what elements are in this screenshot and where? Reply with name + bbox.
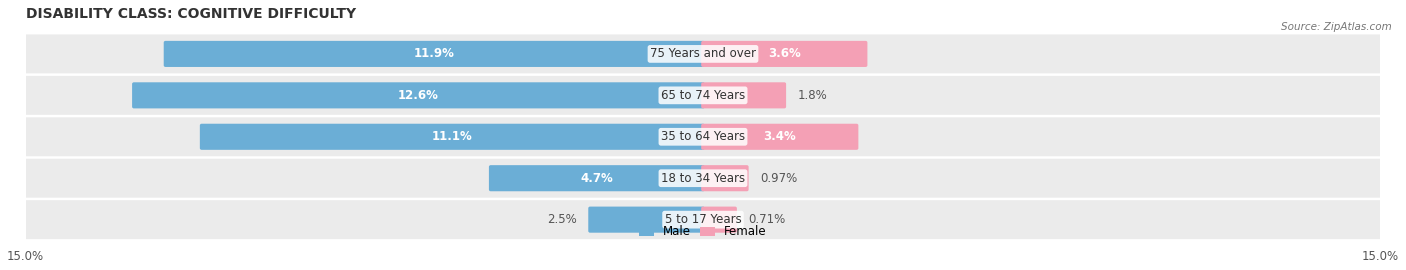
FancyBboxPatch shape xyxy=(132,82,704,108)
FancyBboxPatch shape xyxy=(702,165,748,191)
Text: 4.7%: 4.7% xyxy=(581,172,613,185)
FancyBboxPatch shape xyxy=(24,117,1382,156)
FancyBboxPatch shape xyxy=(24,35,1382,73)
Text: 0.97%: 0.97% xyxy=(761,172,797,185)
Text: 5 to 17 Years: 5 to 17 Years xyxy=(665,213,741,226)
FancyBboxPatch shape xyxy=(24,200,1382,239)
Text: 75 Years and over: 75 Years and over xyxy=(650,48,756,60)
Text: 65 to 74 Years: 65 to 74 Years xyxy=(661,89,745,102)
FancyBboxPatch shape xyxy=(702,82,786,108)
Text: 3.6%: 3.6% xyxy=(768,48,800,60)
Text: DISABILITY CLASS: COGNITIVE DIFFICULTY: DISABILITY CLASS: COGNITIVE DIFFICULTY xyxy=(25,7,356,21)
Text: Source: ZipAtlas.com: Source: ZipAtlas.com xyxy=(1281,22,1392,32)
Legend: Male, Female: Male, Female xyxy=(634,221,772,243)
Text: 1.8%: 1.8% xyxy=(797,89,828,102)
FancyBboxPatch shape xyxy=(489,165,704,191)
Text: 18 to 34 Years: 18 to 34 Years xyxy=(661,172,745,185)
FancyBboxPatch shape xyxy=(702,207,737,233)
FancyBboxPatch shape xyxy=(702,41,868,67)
Text: 12.6%: 12.6% xyxy=(398,89,439,102)
Text: 35 to 64 Years: 35 to 64 Years xyxy=(661,130,745,143)
FancyBboxPatch shape xyxy=(200,124,704,150)
FancyBboxPatch shape xyxy=(24,159,1382,198)
FancyBboxPatch shape xyxy=(24,76,1382,115)
Text: 11.1%: 11.1% xyxy=(432,130,472,143)
Text: 0.71%: 0.71% xyxy=(748,213,786,226)
Text: 3.4%: 3.4% xyxy=(763,130,796,143)
FancyBboxPatch shape xyxy=(163,41,704,67)
Text: 2.5%: 2.5% xyxy=(547,213,576,226)
FancyBboxPatch shape xyxy=(702,124,859,150)
Text: 11.9%: 11.9% xyxy=(413,48,454,60)
FancyBboxPatch shape xyxy=(588,207,704,233)
